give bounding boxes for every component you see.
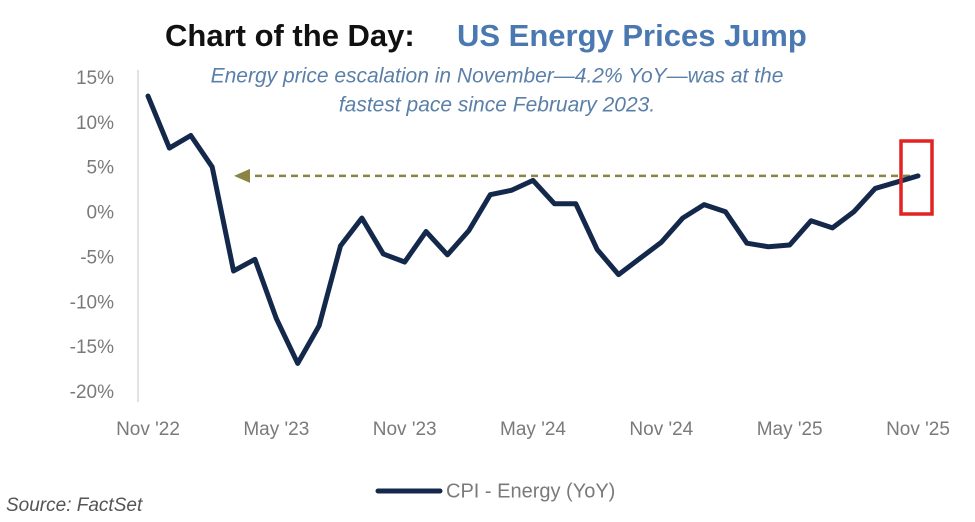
x-tick-label: May '25 [757,419,823,440]
y-tick-label: -20% [70,382,114,403]
series-line [145,93,921,366]
chart-title: US Energy Prices Jump [457,18,807,53]
y-tick-label: 0% [87,203,115,224]
x-tick-label: May '24 [500,419,566,440]
x-tick-label: Nov '22 [116,419,180,440]
x-tick-label: May '23 [243,419,309,440]
y-tick-label: -5% [80,247,114,268]
y-tick-label: -10% [70,292,114,313]
subtitle-line: Energy price escalation in November—4.2%… [211,65,784,88]
subtitle-line: fastest pace since February 2023. [339,94,655,117]
x-tick-label: Nov '24 [629,419,693,440]
y-tick-label: 10% [76,113,114,134]
highlight-box [899,139,934,216]
x-tick-label: Nov '25 [886,419,950,440]
y-tick-label: 5% [87,158,115,179]
source: Source: FactSet [6,495,143,516]
legend-label: CPI - Energy (YoY) [446,480,615,502]
y-tick-label: -15% [70,337,114,358]
x-tick-label: Nov '23 [373,419,437,440]
chart-title-prefix: Chart of the Day: [165,18,415,53]
annotation-arrowhead [234,168,250,183]
y-tick-label: 15% [76,68,114,89]
